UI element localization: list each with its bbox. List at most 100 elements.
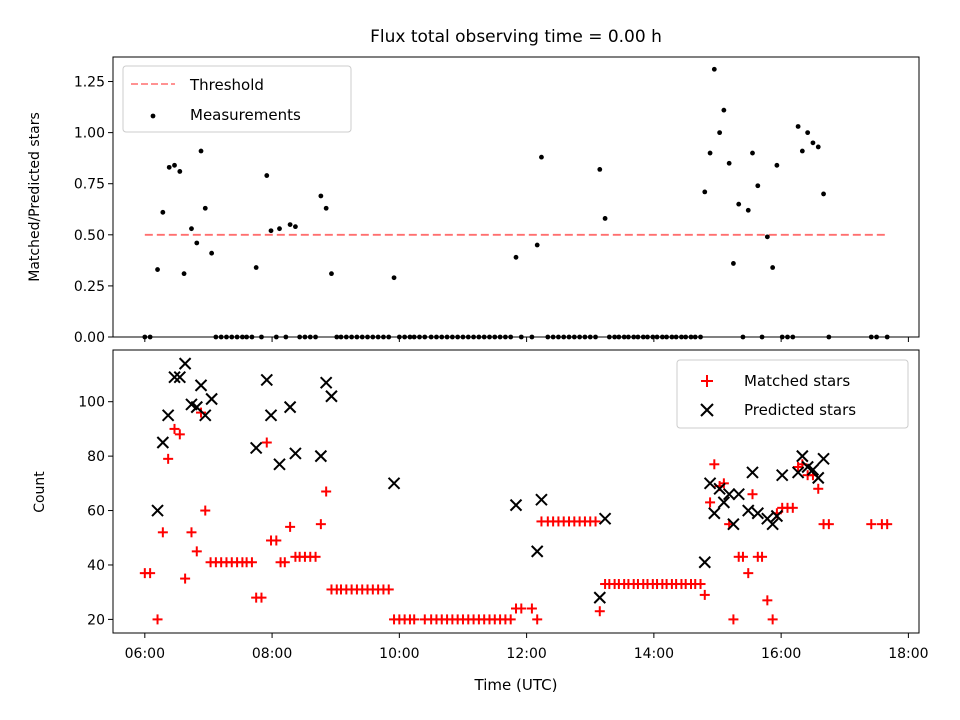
matched-star-point xyxy=(699,589,710,600)
predicted-star-point xyxy=(289,447,302,460)
measurement-point xyxy=(181,271,187,277)
predicted-star-stroke-b xyxy=(194,379,208,392)
matched-star-point xyxy=(594,606,605,617)
measurement-point xyxy=(702,189,708,195)
predicted-star-stroke-b xyxy=(722,488,736,501)
predicted-star-point xyxy=(249,441,263,455)
matched-star-point xyxy=(737,551,748,562)
bottom-legend-box xyxy=(676,359,909,429)
top-y-tick-label: 1.00 xyxy=(74,126,105,142)
predicted-star-stroke-b xyxy=(325,390,338,403)
predicted-star-stroke-b xyxy=(698,556,711,569)
matched-star-point xyxy=(787,502,798,513)
matched-star-point xyxy=(315,519,326,530)
matched-star-point xyxy=(709,459,720,470)
matched-star-point xyxy=(157,527,168,538)
measurement-point xyxy=(731,261,736,266)
x-tick-label: 12:00 xyxy=(506,646,546,662)
measurement-point xyxy=(774,162,780,168)
matched-star-point xyxy=(409,614,420,625)
measurement-point xyxy=(277,226,282,232)
matched-star-point xyxy=(505,614,516,625)
predicted-star-stroke-b xyxy=(264,409,278,422)
bottom-axes-frame xyxy=(112,349,920,634)
top-axes-frame xyxy=(112,56,920,338)
predicted-star-stroke-b xyxy=(766,517,779,531)
predicted-star-stroke-b xyxy=(535,493,548,506)
measurement-point xyxy=(166,164,172,170)
predicted-star-stroke-b xyxy=(249,441,263,455)
predicted-stars-legend-label: Predicted stars xyxy=(744,401,856,419)
predicted-star-stroke-b xyxy=(717,496,731,509)
measurement-point xyxy=(810,140,816,146)
predicted-star-point xyxy=(698,556,711,569)
matched-star-point xyxy=(145,568,156,579)
predicted-star-stroke-b xyxy=(727,517,740,531)
measurement-point xyxy=(755,183,761,189)
matched-star-point xyxy=(743,568,754,579)
bottom-gridmarks: 20 40 60 80 100 06:00 08:00 10:00 12:00 14:00 16:0… xyxy=(78,395,928,662)
top-legend: Threshold Measurements xyxy=(122,65,352,133)
matched-star-point xyxy=(186,527,197,538)
predicted-star-point xyxy=(205,392,218,406)
predicted-star-point xyxy=(178,357,192,370)
predicted-star-stroke-b xyxy=(387,477,401,490)
bottom-y-axis-label: Count xyxy=(32,471,48,513)
predicted-star-stroke-b xyxy=(283,400,297,414)
matched-star-point xyxy=(246,557,257,568)
predicted-star-stroke-b xyxy=(531,545,544,558)
matched-star-point xyxy=(767,614,778,625)
predicted-star-point xyxy=(742,504,755,517)
matched-star-point xyxy=(256,592,267,603)
chart-title: Flux total observing time = 0.00 h xyxy=(370,27,662,47)
measurement-point xyxy=(268,228,274,234)
matched-star-point xyxy=(532,614,543,625)
predicted-star-point xyxy=(283,400,297,414)
predicted-star-stroke-b xyxy=(314,449,328,463)
matched-star-point xyxy=(728,614,739,625)
predicted-star-stroke-b xyxy=(205,392,218,406)
top-y-axis-label: Matched/Predicted stars xyxy=(27,112,43,282)
measurement-point xyxy=(189,226,194,232)
matched-star-point xyxy=(695,579,706,590)
predicted-star-point xyxy=(770,509,784,523)
predicted-star-point xyxy=(173,371,187,384)
threshold-legend-label: Threshold xyxy=(189,76,264,94)
predicted-star-point xyxy=(722,488,736,501)
top-y-tick-label: 0.25 xyxy=(74,279,105,295)
predicted-star-point xyxy=(732,488,745,501)
predicted-star-point xyxy=(717,496,731,509)
measurement-point xyxy=(155,267,160,272)
predicted-star-point xyxy=(509,498,523,512)
predicted-star-stroke-b xyxy=(751,507,765,520)
predicted-star-point xyxy=(325,390,338,403)
predicted-star-point xyxy=(791,466,805,479)
measurement-point xyxy=(745,207,751,213)
matched-star-point xyxy=(261,437,272,448)
top-y-tick-label: 0.00 xyxy=(74,330,105,346)
predicted-star-stroke-b xyxy=(713,482,726,495)
predicted-star-stroke-b xyxy=(168,371,181,384)
predicted-star-point xyxy=(751,507,765,520)
measurement-point xyxy=(287,222,293,227)
bottom-y-tick-label: 40 xyxy=(87,558,105,574)
predicted-star-point xyxy=(199,409,212,422)
predicted-star-point xyxy=(766,517,779,531)
predicted-star-stroke-b xyxy=(775,468,789,482)
predicted-star-stroke-b xyxy=(273,458,286,471)
x-tick-label: 10:00 xyxy=(379,646,419,662)
top-y-tick-label: 0.50 xyxy=(74,228,105,244)
predicted-star-point xyxy=(775,468,789,482)
matched-stars-legend-marker xyxy=(701,375,713,387)
x-tick-label: 06:00 xyxy=(125,646,165,662)
predicted-star-point xyxy=(746,466,759,479)
predicted-star-point xyxy=(713,482,726,495)
predicted-star-point xyxy=(727,517,740,531)
predicted-star-point xyxy=(387,477,401,490)
predicted-star-point xyxy=(598,512,612,525)
predicted-star-stroke-b xyxy=(173,371,187,384)
predicted-star-point xyxy=(151,504,164,517)
predicted-star-point xyxy=(156,436,170,449)
predicted-star-stroke-b xyxy=(801,460,814,474)
